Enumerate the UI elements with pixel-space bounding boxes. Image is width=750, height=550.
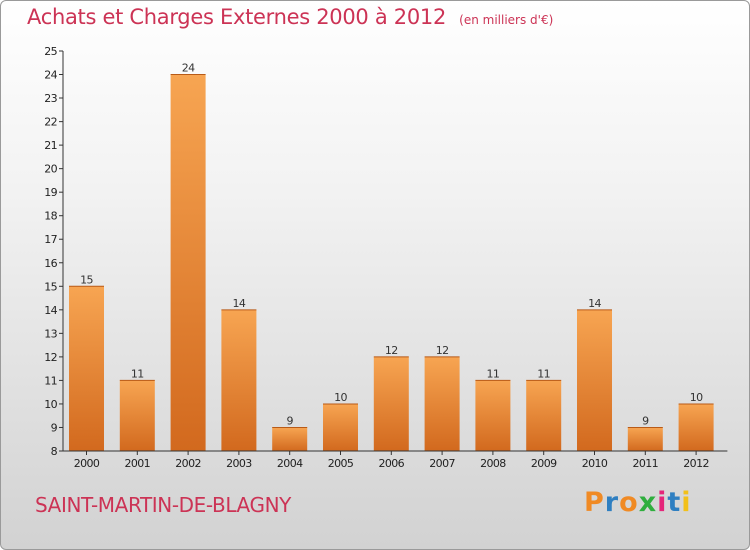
bars: 15 11 24 14 9 10 12 12 11 11 14 9 10: [69, 62, 714, 451]
y-tick-label: 23: [44, 92, 57, 105]
logo-letter: r: [604, 487, 620, 518]
bar-value-label: 10: [334, 391, 347, 404]
bar: [221, 309, 257, 451]
logo-letter: i: [657, 487, 668, 518]
bar-value-label: 14: [588, 297, 601, 310]
bar: [424, 356, 460, 451]
y-tick-label: 22: [44, 116, 57, 129]
bar-value-label: 11: [537, 367, 550, 380]
x-tick-label: 2007: [429, 457, 455, 470]
y-tick: 21: [44, 139, 63, 152]
y-tick: 10: [44, 398, 63, 411]
y-tick: 12: [44, 351, 63, 364]
x-tick-label: 2000: [74, 457, 100, 470]
y-tick-label: 17: [44, 233, 57, 246]
bar: [170, 74, 206, 451]
bar-value-label: 14: [232, 297, 245, 310]
chart-title-text: Achats et Charges Externes 2000 à 2012: [27, 5, 447, 29]
y-tick: 19: [44, 186, 63, 199]
bar: [272, 427, 308, 451]
logo-letter: P: [584, 487, 605, 518]
y-tick-label: 20: [44, 163, 57, 176]
y-tick: 13: [44, 327, 63, 340]
y-tick-label: 14: [44, 304, 57, 317]
bar: [475, 380, 511, 451]
y-tick: 14: [44, 304, 63, 317]
logo-letter: o: [619, 487, 639, 518]
bar-value-label: 9: [642, 414, 649, 427]
x-tick-label: 2002: [175, 457, 201, 470]
chart-title: Achats et Charges Externes 2000 à 2012 (…: [27, 5, 553, 29]
bar-value-label: 11: [131, 367, 144, 380]
x-axis: 2000 2001 2002 2003 2004 2005 2006 2007 2008 2009…: [63, 450, 728, 470]
y-tick: 11: [44, 374, 63, 387]
y-axis: 8 9 10 11 12 13 14 15 16 17 18 19 20 21 22 23 24 25: [44, 45, 64, 458]
bar: [526, 380, 562, 451]
y-tick: 22: [44, 116, 63, 129]
bar-value-label: 15: [80, 273, 93, 286]
y-tick: 25: [44, 45, 63, 58]
bar-value-label: 11: [486, 367, 499, 380]
bar: [577, 309, 612, 451]
y-tick-label: 9: [51, 421, 58, 434]
y-tick: 8: [51, 445, 63, 458]
y-tick-label: 18: [44, 210, 57, 223]
bar: [323, 403, 358, 451]
bar: [627, 427, 663, 451]
x-tick-label: 2006: [378, 457, 404, 470]
bar: [69, 286, 104, 451]
x-tick-label: 2008: [480, 457, 506, 470]
bar-value-label: 24: [182, 62, 195, 75]
y-tick-label: 8: [51, 445, 58, 458]
y-tick-label: 16: [44, 257, 57, 270]
bar: [373, 356, 409, 451]
bar: [119, 380, 155, 451]
y-tick: 16: [44, 257, 63, 270]
x-tick-label: 2012: [683, 457, 709, 470]
x-tick-label: 2005: [328, 457, 354, 470]
x-tick-label: 2003: [226, 457, 252, 470]
logo-letter: i: [681, 487, 692, 518]
x-tick-label: 2001: [124, 457, 150, 470]
y-tick: 23: [44, 92, 63, 105]
y-tick-label: 15: [44, 280, 57, 293]
x-tick-label: 2004: [277, 457, 303, 470]
y-tick-label: 10: [44, 398, 57, 411]
x-tick-label: 2009: [531, 457, 557, 470]
y-tick: 9: [51, 421, 63, 434]
y-tick-label: 24: [44, 69, 57, 82]
y-tick: 15: [44, 280, 63, 293]
y-tick-label: 11: [44, 374, 57, 387]
x-tick-label: 2010: [582, 457, 608, 470]
y-tick: 24: [44, 69, 63, 82]
logo-letter: x: [638, 487, 658, 518]
logo-letter: t: [667, 487, 682, 518]
y-tick-label: 19: [44, 186, 57, 199]
bar-value-label: 12: [385, 344, 398, 357]
x-tick-label: 2011: [632, 457, 658, 470]
chart-unit: (en milliers d'€): [459, 13, 554, 27]
y-tick-label: 21: [44, 139, 57, 152]
y-tick: 17: [44, 233, 63, 246]
bar: [678, 403, 714, 451]
proxiti-logo[interactable]: Proxiti: [584, 487, 692, 518]
bar-value-label: 9: [286, 414, 293, 427]
bar-value-label: 10: [690, 391, 703, 404]
y-tick-label: 12: [44, 351, 57, 364]
y-tick: 20: [44, 163, 63, 176]
y-tick-label: 13: [44, 327, 57, 340]
bar-value-label: 12: [436, 344, 449, 357]
y-tick: 18: [44, 210, 63, 223]
commune-name: SAINT-MARTIN-DE-BLAGNY: [35, 493, 291, 517]
y-tick-label: 25: [44, 45, 57, 58]
